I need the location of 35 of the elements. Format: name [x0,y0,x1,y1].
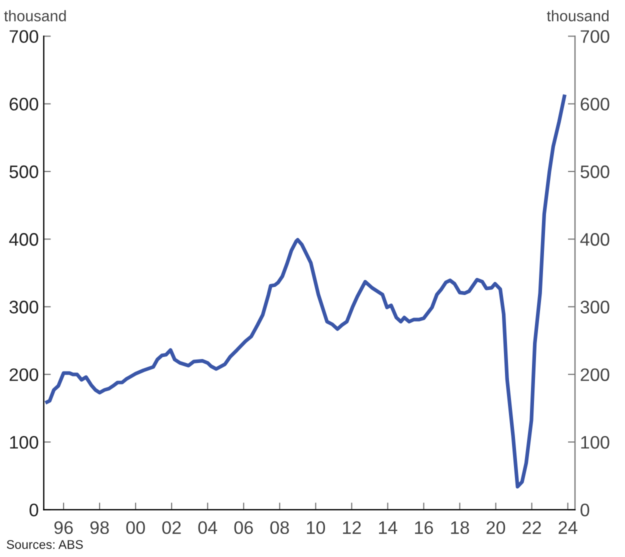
x-tick-label: 10 [307,521,326,534]
x-tick-label: 00 [126,521,145,534]
line-series [45,94,566,488]
y2-tick-label: 300 [580,300,610,314]
y-tick-label: 300 [9,300,38,314]
y2-tick-label: 0 [580,504,590,516]
y2-axis-title: thousand [546,10,609,22]
y-tick-label: 100 [10,436,38,449]
x-tick-label: 04 [198,521,218,534]
x-tick-label: 98 [90,521,109,534]
source-note: Sources: ABS [6,540,83,549]
x-tick-label: 12 [343,521,361,534]
x-tick-label: 20 [486,521,506,534]
x-tick-label: 24 [558,521,578,534]
x-tick-label: 18 [451,521,470,534]
y-tick-label: 700 [10,30,38,43]
y2-tick-label: 500 [580,165,610,178]
y2-tick-label: 700 [580,30,610,43]
x-tick-label: 08 [270,521,289,534]
y-tick-label: 0 [30,504,38,516]
y2-tick-label: 600 [580,98,610,111]
y-axis-title: thousand [4,10,66,22]
x-tick-label: 96 [54,521,73,534]
x-tick-label: 06 [234,521,253,534]
y-tick-label: 200 [10,368,38,382]
x-tick-label: 22 [522,521,541,534]
y2-tick-label: 200 [580,368,610,382]
y-tick-label: 500 [9,165,38,178]
x-tick-label: 16 [415,521,433,534]
y2-tick-label: 400 [580,233,610,246]
x-tick-label: 14 [379,521,398,534]
y-tick-label: 400 [9,233,38,246]
y2-tick-label: 100 [581,436,610,449]
y-tick-label: 600 [10,98,38,111]
x-tick-label: 02 [162,521,181,534]
